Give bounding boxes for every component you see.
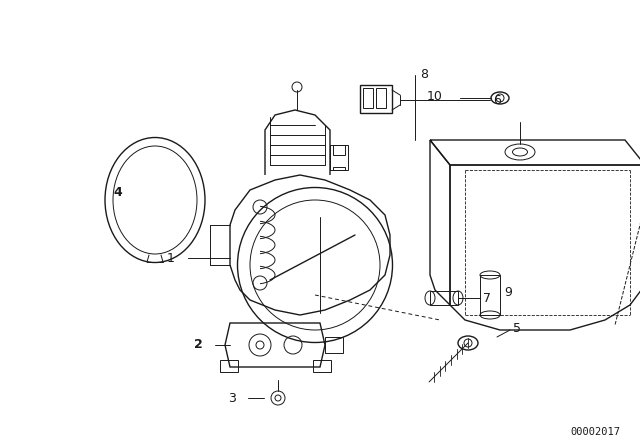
Bar (330, 145, 348, 170)
Bar (325, 337, 343, 353)
Text: 9: 9 (504, 287, 512, 300)
Bar (333, 167, 345, 170)
Bar (313, 360, 331, 372)
Bar (220, 360, 238, 372)
Bar (333, 145, 345, 155)
Text: 10: 10 (427, 90, 443, 103)
Text: 4: 4 (114, 186, 122, 199)
Text: 6: 6 (493, 94, 501, 107)
Bar (360, 85, 392, 113)
Text: 3: 3 (228, 392, 236, 405)
Bar (430, 291, 458, 305)
Text: 7: 7 (483, 292, 491, 305)
Text: 1: 1 (167, 251, 175, 264)
Bar (480, 275, 500, 315)
Text: 2: 2 (195, 339, 203, 352)
Text: 00002017: 00002017 (570, 427, 620, 437)
Text: 5: 5 (513, 322, 521, 335)
Bar (376, 88, 386, 108)
Bar (363, 88, 373, 108)
Text: 8: 8 (420, 69, 428, 82)
